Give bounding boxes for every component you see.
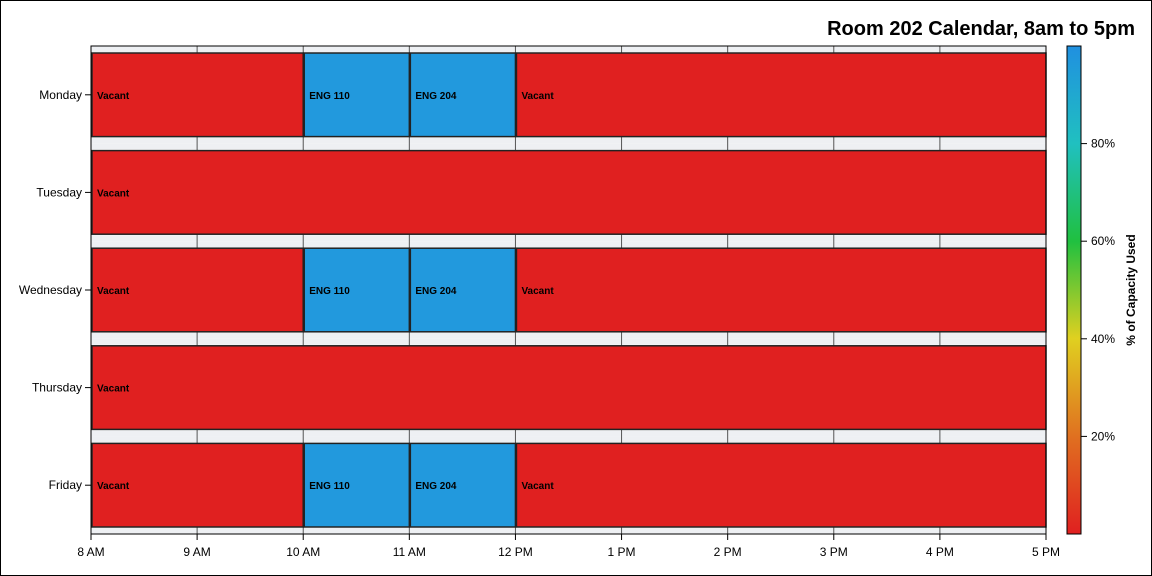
colorbar-tick-label: 40% <box>1091 332 1115 346</box>
bar-segment <box>91 345 1047 431</box>
row-band-top <box>91 143 1046 150</box>
bar-segment <box>91 442 304 528</box>
bar-label: ENG 110 <box>309 91 350 102</box>
y-axis-ticks: Monday Tuesday Wednesday Thursday Friday <box>19 88 91 492</box>
x-tick-label: 11 AM <box>393 545 426 559</box>
x-tick-label: 2 PM <box>714 545 742 559</box>
colorbar-gradient <box>1066 45 1082 535</box>
y-tick-label: Tuesday <box>36 185 82 199</box>
bar-label: ENG 204 <box>415 286 457 297</box>
row-band-top <box>91 46 1046 52</box>
row-band-top <box>91 241 1046 248</box>
bar-label: Vacant <box>97 384 130 395</box>
bar-label: Vacant <box>521 481 554 492</box>
bar-segment <box>303 52 411 138</box>
x-tick-label: 4 PM <box>926 545 954 559</box>
bar-segment <box>91 247 304 333</box>
colorbar: 20% 40% 60% 80% % of Capacity Used <box>1066 45 1138 535</box>
colorbar-tick-label: 20% <box>1091 429 1115 443</box>
row-band-bottom <box>91 235 1046 242</box>
bar-segment <box>409 247 517 333</box>
bar-label: Vacant <box>521 286 554 297</box>
y-tick-label: Wednesday <box>19 283 82 297</box>
bars: Vacant ENG 110 ENG 204 Vacant Vacant Vacant EN… <box>91 52 1047 528</box>
bar-label: ENG 110 <box>309 481 350 492</box>
bar-segment <box>409 52 517 138</box>
row-band-top <box>91 436 1046 443</box>
row-band-top <box>91 338 1046 345</box>
bar-label: Vacant <box>521 91 554 102</box>
colorbar-tick-label: 80% <box>1091 137 1115 151</box>
bar-label: Vacant <box>97 481 130 492</box>
x-tick-label: 10 AM <box>286 545 320 559</box>
bar-label: ENG 110 <box>309 286 350 297</box>
x-tick-label: 8 AM <box>77 545 104 559</box>
bar-segment <box>409 442 517 528</box>
bar-label: Vacant <box>97 286 130 297</box>
x-tick-label: 3 PM <box>820 545 848 559</box>
row-band-bottom <box>91 137 1046 144</box>
bar-segment <box>303 442 411 528</box>
y-tick-label: Friday <box>49 478 82 492</box>
bar-segment <box>91 52 304 138</box>
x-tick-label: 9 AM <box>183 545 210 559</box>
colorbar-tick-label: 60% <box>1091 234 1115 248</box>
x-tick-label: 12 PM <box>498 545 533 559</box>
bar-label: ENG 204 <box>415 481 457 492</box>
row-band-bottom <box>91 528 1046 534</box>
chart-title: Room 202 Calendar, 8am to 5pm <box>827 18 1135 40</box>
y-tick-label: Monday <box>39 88 82 102</box>
bar-label: Vacant <box>97 91 130 102</box>
bar-segment <box>303 247 411 333</box>
y-tick-label: Thursday <box>32 381 82 395</box>
x-tick-label: 5 PM <box>1032 545 1060 559</box>
x-tick-label: 1 PM <box>608 545 636 559</box>
row-band-bottom <box>91 430 1046 437</box>
x-axis-ticks: 8 AM 9 AM 10 AM 11 AM 12 PM 1 PM 2 PM 3 PM 4 PM 5… <box>77 534 1060 559</box>
bar-segment <box>91 149 1047 235</box>
bar-segment <box>515 442 1047 528</box>
colorbar-label: % of Capacity Used <box>1124 234 1138 345</box>
row-band-bottom <box>91 332 1046 339</box>
bar-segment <box>515 247 1047 333</box>
bar-label: ENG 204 <box>415 91 457 102</box>
bar-label: Vacant <box>97 188 130 199</box>
bar-segment <box>515 52 1047 138</box>
